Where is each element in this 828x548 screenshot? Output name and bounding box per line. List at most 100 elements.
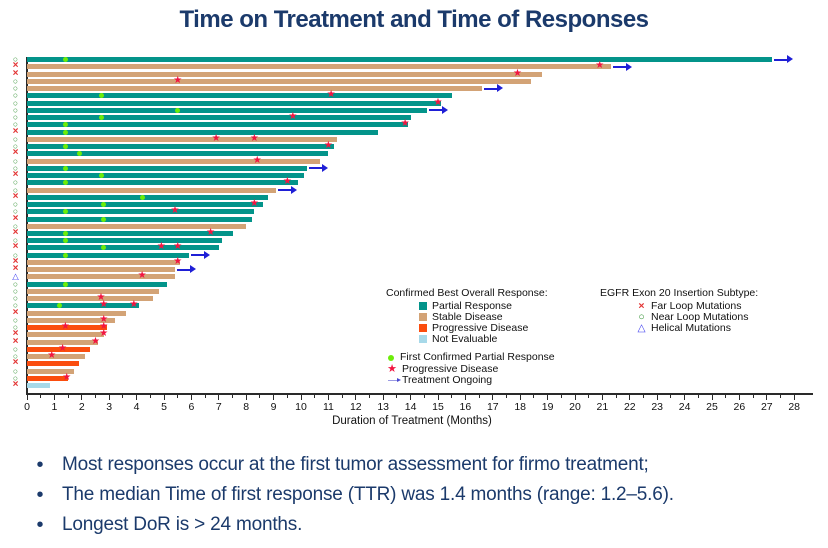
not-evaluable-swatch-icon [419,335,427,344]
x-axis-minor-tick [314,394,316,398]
near-loop-circle-icon: ○ [12,97,19,108]
swimmer-bar [27,288,159,294]
legend-response-items: Partial Response Stable Disease Progress… [419,300,548,345]
bullet-item: • The median Time of first response (TTR… [18,480,810,510]
near-loop-circle-icon: ○ [12,372,19,383]
swimmer-bar [27,173,304,178]
progression-star: ★ [60,321,70,333]
x-axis-tick [382,394,384,400]
legend-best-overall-response: Confirmed Best Overall Response: Partial… [386,288,548,345]
x-axis-minor-tick [533,394,535,398]
x-tick-label: 5 [161,401,167,413]
helical-triangle-icon: △ [12,271,19,282]
swimmer-bar [27,310,126,316]
x-axis-tick [355,394,357,400]
swimmer-bar [27,122,408,128]
first-response-dot-icon [388,354,394,361]
x-axis-minor-tick [177,394,179,398]
progression-star: ★ [137,270,147,282]
x-axis-tick [711,394,713,400]
bullet-dot: • [36,484,44,506]
far-loop-x-icon: × [12,169,19,180]
x-axis-tick [273,394,275,400]
legend-subtype-items: × Far Loop Mutations ○ Near Loop Mutatio… [636,299,758,334]
near-loop-circle-icon: ○ [12,54,19,65]
far-loop-x-icon: × [12,60,19,72]
x-axis-minor-tick [122,394,124,398]
progression-star: ★ [91,335,100,347]
x-axis-tick [464,394,467,400]
swimmer-bar [27,274,175,280]
swimmer-bar [27,252,189,258]
swimmer-plot-area: 0 1 2 3 4 5 6 7 8 9 10 11 12 13 14 15 16 17 18 19 20 21 22 23 24… [12,54,813,413]
near-loop-circle-icon: ○ [12,83,19,94]
helical-triangle-icon: △ [637,321,646,334]
far-loop-x-icon: × [12,379,19,390]
swimmer-bar [27,267,175,273]
swimmer-bar [27,368,74,374]
x-tick-label: 0 [24,401,30,413]
legend-item-not-evaluable: Not Evaluable [419,332,548,345]
progression-star: ★ [99,299,109,311]
bullet-text: The median Time of first response (TTR) … [62,484,674,505]
legend-label: Not Evaluable [432,332,498,345]
progression-star: ★ [62,371,72,383]
first-response-dot [98,173,104,178]
near-loop-circle-icon: ○ [638,310,645,323]
x-axis-tick [190,394,193,400]
x-tick-label: 8 [243,401,250,413]
x-axis-tick [300,394,302,400]
legend-item-progressive-disease: Progressive Disease [419,322,548,334]
near-loop-circle-icon: ○ [12,155,19,166]
legend-item-progressive-disease-marker: ★ Progressive Disease [386,363,555,375]
ongoing-arrow [774,55,794,64]
x-tick-label: 6 [188,401,195,413]
legend-label: Stable Disease [432,310,503,323]
swimmer-bar [27,64,611,70]
x-axis-tick [218,394,220,400]
x-tick-label: 4 [133,401,140,413]
far-loop-x-icon: × [12,306,19,318]
x-tick-label: 9 [270,401,277,413]
x-axis-tick [547,394,549,400]
progression-star: ★ [400,118,410,130]
x-tick-label: 10 [295,401,307,413]
near-loop-circle-icon: ○ [12,75,19,86]
ongoing-arrow [190,250,210,259]
first-response-dot [62,231,68,236]
x-tick-label: 28 [788,401,801,413]
far-loop-x-icon: × [12,67,19,79]
x-tick-label: 2 [78,401,85,413]
x-axis-tick [53,394,56,400]
x-tick-label: 13 [377,401,390,413]
x-axis-minor-tick [396,394,398,398]
x-axis-minor-tick [670,394,672,398]
swimmer-bar [27,332,104,338]
progression-star: ★ [323,140,333,152]
ongoing-arrow [278,185,298,194]
y-axis-line [26,57,28,394]
swimmer-bar [27,86,482,92]
legend-label: Far Loop Mutations [651,299,742,312]
far-loop-x-icon: × [12,328,19,340]
far-loop-x-icon: × [12,335,19,347]
far-loop-x-icon: × [12,255,19,267]
progression-star: ★ [173,74,183,86]
bullet-item: • Most responses occur at the first tumo… [18,450,810,480]
far-loop-x-icon: × [12,125,19,137]
swimmer-bar [27,325,107,331]
swimmer-bar [27,245,219,251]
progression-star: ★ [58,342,68,354]
x-tick-label: 16 [459,401,472,413]
near-loop-circle-icon: ○ [12,177,19,188]
x-tick-label: 26 [733,401,746,413]
near-loop-circle-icon: ○ [12,235,19,246]
first-response-dot [62,180,68,186]
x-tick-label: 24 [678,401,691,413]
progression-star: ★ [513,67,522,79]
swimmer-bar [27,202,263,207]
swimmer-bar [27,259,181,265]
x-axis-tick [738,394,741,400]
x-tick-label: 20 [569,401,581,413]
x-axis-minor-tick [67,394,69,398]
